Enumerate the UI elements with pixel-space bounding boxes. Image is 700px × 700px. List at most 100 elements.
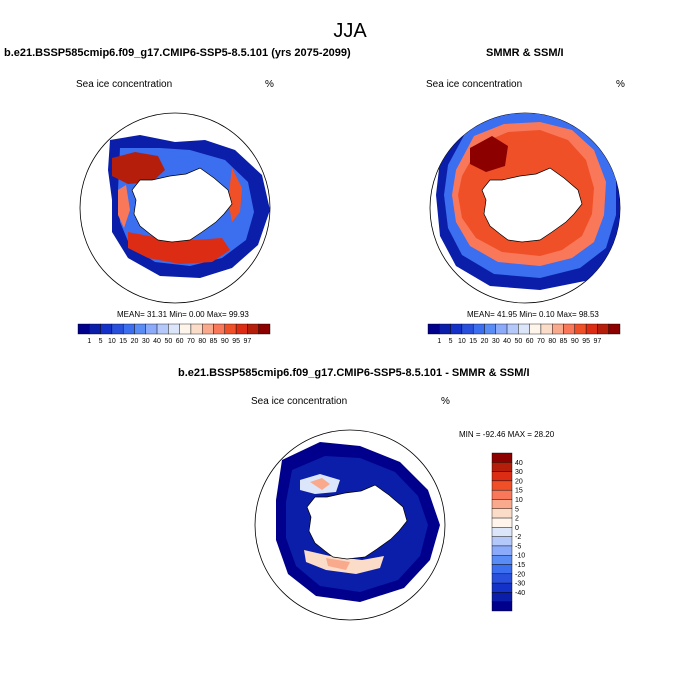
colorbar-vertical-swatch	[491, 452, 513, 463]
colorbar-panel1-label: 50	[164, 338, 172, 345]
colorbar-panel1-swatch	[258, 323, 271, 335]
panel3-ross-pos-2	[326, 558, 350, 570]
colorbar-vertical-label: 10	[515, 497, 523, 504]
colorbar-panel2-label: 90	[571, 338, 579, 345]
colorbar-panel2-label: 30	[492, 338, 500, 345]
colorbar-vertical-label: 5	[515, 506, 519, 513]
colorbar-vertical-swatch	[491, 527, 513, 537]
colorbar-panel2-label: 85	[560, 338, 568, 345]
colorbar-panel2-swatch	[450, 323, 463, 335]
colorbar-panel1-swatch	[77, 323, 90, 335]
colorbar-panel2-label: 15	[469, 338, 477, 345]
colorbar-panel2-swatch	[484, 323, 496, 335]
colorbar-vertical-swatch	[491, 471, 513, 482]
panel1-variable-label: Sea ice concentration	[76, 79, 173, 90]
panel3-stats: MIN = -92.46 MAX = 28.20	[459, 430, 555, 439]
colorbar-panel2-label: 5	[449, 338, 453, 345]
colorbar-vertical-swatch	[491, 545, 513, 556]
colorbar-panel2-swatch	[529, 323, 542, 335]
panel2-variable-label: Sea ice concentration	[426, 79, 523, 90]
colorbar-panel1-swatch	[100, 323, 113, 335]
colorbar-vertical-label: -30	[515, 581, 525, 588]
colorbar-panel1-label: 80	[198, 338, 206, 345]
colorbar-panel2-label: 10	[458, 338, 466, 345]
panel1-map	[79, 112, 271, 304]
colorbar-panel2-swatch	[472, 323, 485, 335]
colorbar-panel1-swatch	[122, 323, 135, 335]
colorbar-panel1-swatch	[156, 323, 169, 335]
colorbar-panel2-swatch	[518, 323, 530, 335]
colorbar-panel2-swatch	[563, 323, 576, 335]
colorbar-vertical-label: 20	[515, 478, 523, 485]
colorbar-panel1-label: 1	[87, 338, 91, 345]
panel2-units-label: %	[616, 79, 625, 90]
colorbar-panel1-label: 40	[153, 338, 161, 345]
colorbar-panel2-swatch	[439, 323, 451, 335]
panel1-east-high	[228, 168, 242, 222]
colorbar-panel1-swatch	[190, 323, 203, 335]
colorbar-vertical-swatch	[491, 517, 513, 528]
colorbar-panel1-swatch	[247, 323, 259, 335]
colorbar-vertical-label: 15	[515, 488, 523, 495]
colorbar-panel2: 1 5 10 15 20 30 40 50 60 70 80 85 90 95 97	[427, 323, 621, 345]
colorbar-vertical-swatch	[491, 489, 513, 500]
colorbar-vertical-swatch	[491, 499, 513, 509]
colorbar-panel2-label: 50	[514, 338, 522, 345]
panel1-title: b.e21.BSSP585cmip6.f09_g17.CMIP6-SSP5-8.…	[4, 47, 351, 59]
colorbar-panel2-label: 1	[437, 338, 441, 345]
panel1-units-label: %	[265, 79, 274, 90]
colorbar-panel1-label: 5	[99, 338, 103, 345]
colorbar-vertical-swatch	[491, 592, 513, 602]
colorbar-vertical-label: 30	[515, 469, 523, 476]
panel1-west-mid	[118, 185, 130, 228]
colorbar-panel1-label: 90	[221, 338, 229, 345]
colorbar-panel1-label: 85	[210, 338, 218, 345]
colorbar-panel2-label: 97	[594, 338, 602, 345]
colorbar-panel2-swatch	[506, 323, 519, 335]
colorbar-panel1-label: 15	[119, 338, 127, 345]
panel1-stats: MEAN= 31.31 Min= 0.00 Max= 99.93	[117, 310, 249, 319]
colorbar-panel2-label: 80	[548, 338, 556, 345]
colorbar-panel1-swatch	[235, 323, 248, 335]
colorbar-panel2-swatch	[585, 323, 598, 335]
panel3-map	[254, 429, 446, 621]
colorbar-vertical-swatch	[491, 564, 513, 575]
colorbar-panel1-label: 30	[142, 338, 150, 345]
colorbar-panel1-label: 20	[131, 338, 139, 345]
colorbar-panel2-swatch	[461, 323, 474, 335]
panel2-weddell-max	[470, 136, 508, 172]
colorbar-panel2-swatch	[597, 323, 609, 335]
panel1-weddell-high	[112, 152, 165, 184]
panel3-variable-label: Sea ice concentration	[251, 396, 348, 407]
colorbar-panel1-label: 10	[108, 338, 116, 345]
colorbar-vertical-swatch	[491, 601, 513, 612]
colorbar-panel2-label: 70	[537, 338, 545, 345]
colorbar-vertical-label: 2	[515, 516, 519, 523]
panel2-map	[429, 112, 621, 304]
colorbar-vertical-label: 40	[515, 460, 523, 467]
colorbar-panel2-label: 95	[582, 338, 590, 345]
colorbar-vertical-label: -20	[515, 571, 525, 578]
figure-title: JJA	[333, 20, 367, 42]
colorbar-vertical-label: -5	[515, 543, 521, 550]
colorbar-panel2-swatch	[540, 323, 553, 335]
panel3-weddell-pos	[310, 478, 330, 490]
colorbar-panel1-swatch	[168, 323, 180, 335]
colorbar-vertical-swatch	[491, 573, 513, 584]
colorbar-panel1-swatch	[111, 323, 124, 335]
colorbar-panel2-label: 60	[526, 338, 534, 345]
colorbar-panel1-swatch	[89, 323, 101, 335]
colorbar-panel1-label: 97	[244, 338, 252, 345]
colorbar-vertical-label: 0	[515, 525, 519, 532]
colorbar-panel2-swatch	[608, 323, 621, 335]
colorbar-panel2-swatch	[427, 323, 440, 335]
colorbar-vertical-label: -40	[515, 590, 525, 597]
colorbar-vertical-label: -2	[515, 534, 521, 541]
colorbar-vertical-swatch	[491, 536, 513, 547]
colorbar-panel2-label: 20	[481, 338, 489, 345]
panel3-units-label: %	[441, 396, 450, 407]
panel1-ross-high	[128, 232, 230, 264]
colorbar-panel2-swatch	[495, 323, 508, 335]
colorbar-panel1-label: 60	[176, 338, 184, 345]
